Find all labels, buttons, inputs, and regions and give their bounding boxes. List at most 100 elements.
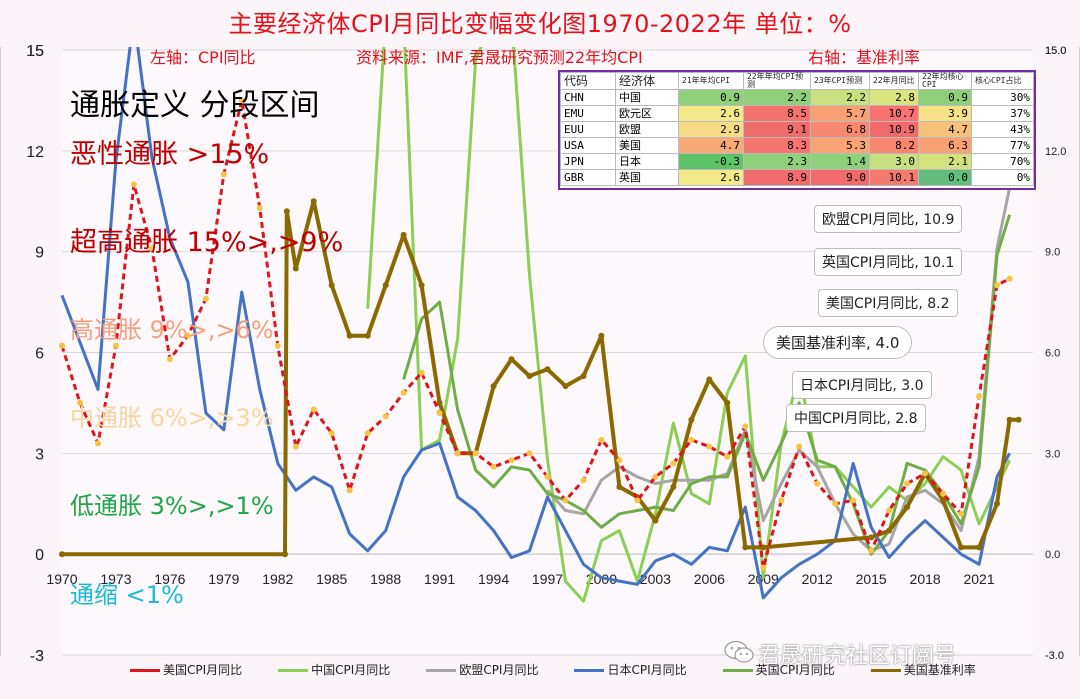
x-axis-tick: 2012 [802, 571, 833, 587]
series-point-us-rate [283, 208, 290, 215]
series-point-us-rate [382, 282, 389, 289]
right-axis-tick-edge: 15.0 [1045, 45, 1066, 57]
series-point-us-cpi [346, 487, 353, 494]
table-cell-v5: 0.0 [918, 169, 972, 186]
series-point-us-rate [868, 534, 875, 541]
table-header: 23年CPI预测 [810, 72, 870, 90]
series-point-us-cpi [850, 497, 857, 504]
table-cell-pct: 70% [971, 153, 1034, 170]
series-point-us-cpi [958, 510, 965, 517]
series-point-us-cpi [238, 97, 245, 104]
right-axis-note: 右轴：基准利率 [808, 48, 921, 67]
callout-uk-cpi: 英国CPI月同比, 10.1 [814, 248, 963, 276]
table-cell-v2: 9.1 [743, 121, 811, 138]
left-axis-tick-edge: -3 [30, 648, 44, 665]
table-cell-v5: 0.9 [918, 89, 972, 106]
x-axis-tick: 1988 [370, 571, 401, 587]
series-point-us-rate [580, 373, 587, 379]
series-point-us-rate [742, 544, 749, 551]
series-point-us-rate [508, 356, 515, 363]
table-cell-code: EUU [560, 121, 616, 138]
callout-jp-cpi: 日本CPI月同比, 3.0 [792, 371, 932, 399]
series-point-us-rate [490, 383, 497, 390]
series-point-us-cpi [778, 497, 785, 504]
chart-title: 主要经济体CPI月同比变幅变化图1970-2022年 单位：% [228, 10, 852, 38]
source-note: 资料来源：IMF,君晟研究预测22年均CPI [356, 48, 643, 67]
table-row: CHN 中国 0.9 2.2 2.2 2.8 0.9 30% [560, 89, 1034, 106]
x-axis-tick: 1973 [100, 571, 131, 587]
table-cell-pct: 37% [971, 105, 1034, 122]
table-cell-v2: 2.3 [743, 153, 811, 170]
inflation-level-medium: 中通胀 6%>,>3% [70, 404, 274, 432]
legend-item-cn-cpi: 中国CPI月同比 [278, 661, 390, 678]
series-point-us-rate [940, 497, 947, 504]
series-point-us-cpi [220, 171, 227, 178]
table-cell-v3: 5.7 [810, 105, 870, 122]
series-point-us-cpi [256, 205, 263, 211]
series-point-us-rate [652, 517, 659, 524]
series-point-us-rate [976, 544, 983, 551]
series-line-us-cpi [60, 98, 1011, 570]
series-point-us-cpi [832, 500, 839, 507]
series-point-us-rate [436, 399, 443, 406]
series-point-us-cpi [112, 342, 119, 349]
series-point-us-cpi [454, 450, 461, 457]
table-cell-v4: 10.7 [869, 105, 919, 122]
series-point-us-cpi [418, 369, 425, 376]
table-cell-v1: 4.7 [678, 137, 744, 154]
table-cell-v5: 6.3 [918, 137, 972, 154]
series-point-us-rate [59, 551, 65, 558]
series-point-us-cpi [202, 295, 209, 302]
x-axis-tick: 1970 [46, 571, 77, 587]
table-cell-pct: 43% [971, 121, 1034, 138]
series-point-us-cpi [922, 470, 929, 477]
legend-label: 美国基准利率 [903, 663, 976, 677]
series-point-us-rate [310, 198, 317, 205]
series-point-us-rate [346, 332, 353, 339]
series-point-us-rate [292, 265, 299, 272]
table-header-row: 代码 经济体 21年年均CPI 22年年均CPI预测 23年CPI预测 22年月… [560, 72, 1034, 90]
series-point-us-rate [400, 231, 407, 238]
inflation-level-deflation: 通缩 <1% [70, 581, 184, 609]
right-axis-tick: 9.0 [1045, 247, 1060, 259]
x-axis-tick: 2015 [856, 571, 887, 587]
table-cell-v1: 2.6 [678, 105, 744, 122]
right-axis-tick: 12.0 [1045, 146, 1066, 158]
series-point-us-cpi [994, 282, 1000, 289]
legend-item-us-rate: 美国基准利率 [870, 661, 976, 678]
table-cell-name: 英国 [615, 169, 679, 186]
series-point-us-rate [364, 332, 371, 339]
series-line-jp-cpi [60, 14, 1011, 600]
inflation-level-very-high: 超高通胀 15%>,>9% [70, 227, 344, 258]
series-point-us-rate [282, 551, 288, 558]
table-row: JPN 日本 -0.3 2.3 1.4 3.0 2.1 70% [560, 153, 1034, 170]
watermark: 君晟研究社区订阅号 [758, 644, 957, 669]
legend-item-us-cpi: 美国CPI月同比 [130, 661, 242, 678]
right-axis-tick-edge: -3.0 [1045, 650, 1064, 662]
table-cell-code: CHN [560, 89, 616, 106]
table-cell-v4: 2.8 [869, 89, 919, 106]
series-line-us-rate [62, 199, 1019, 557]
legend-swatch [130, 664, 160, 676]
series-point-us-cpi [652, 473, 659, 480]
series-point-us-rate [598, 332, 605, 339]
x-axis-tick: 1997 [532, 571, 563, 587]
series-point-us-cpi [544, 473, 551, 480]
series-point-us-cpi [292, 443, 299, 450]
series-point-us-rate [544, 366, 551, 373]
x-axis-tick: 1982 [262, 571, 293, 587]
left-axis-tick-edge: 15 [26, 43, 44, 60]
legend-swatch [278, 664, 309, 676]
table-cell-v3: 2.2 [810, 89, 870, 106]
series-point-us-cpi [940, 490, 947, 497]
series-point-us-cpi [1006, 275, 1013, 282]
table-cell-code: GBR [560, 169, 616, 186]
left-axis-note: 左轴：CPI同比 [150, 48, 256, 67]
table-header: 核心CPI占比 [971, 72, 1034, 90]
table-cell-name: 欧盟 [615, 121, 679, 138]
legend-swatch [870, 664, 901, 676]
series-point-us-cpi [328, 430, 335, 437]
x-axis-tick: 2018 [910, 571, 941, 587]
table-cell-v3: 5.3 [810, 137, 870, 154]
table-header: 代码 [560, 72, 616, 90]
